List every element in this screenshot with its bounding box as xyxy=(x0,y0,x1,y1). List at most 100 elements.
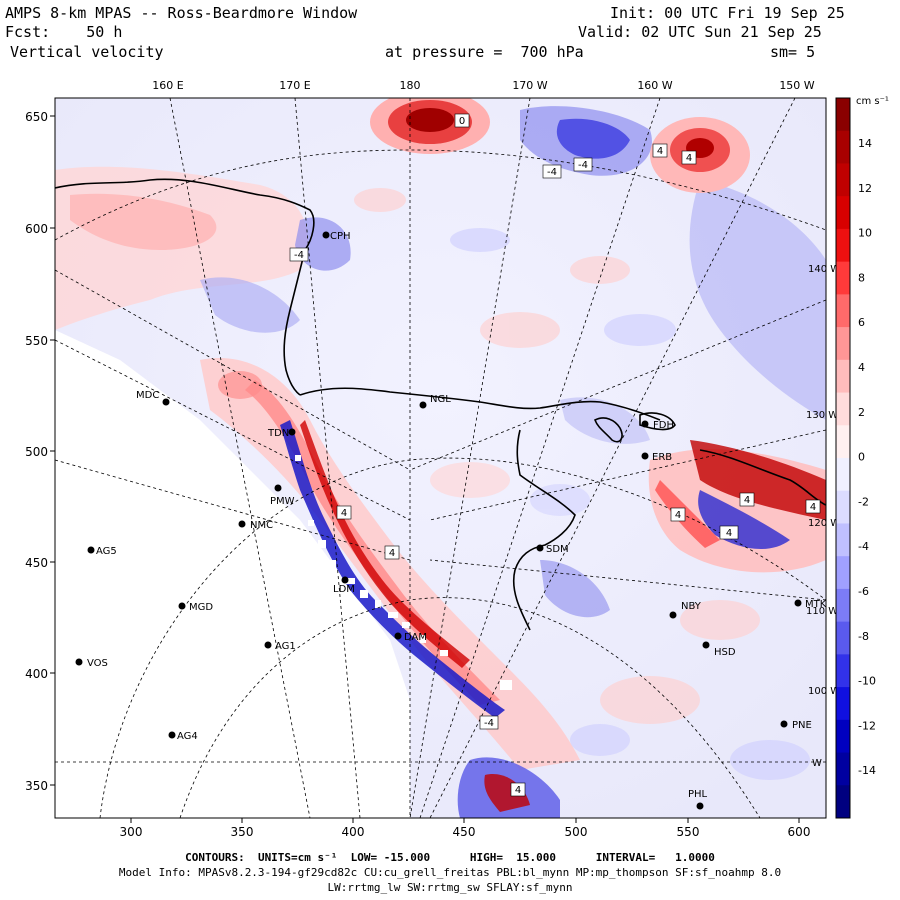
station-label: AG1 xyxy=(275,641,296,652)
meridian-label: 100 W xyxy=(808,686,840,697)
contours-info: CONTOURS: UNITS=cm s⁻¹ LOW= -15.000 HIGH… xyxy=(185,851,715,864)
lon-label: 160 E xyxy=(152,79,183,92)
colorbar-labels: 14 12 10 8 6 4 2 0 -2 -4 -6 -8 -10 -12 -14 xyxy=(858,137,876,777)
station-label: ERB xyxy=(652,452,672,463)
contour-label: 4 xyxy=(657,146,663,157)
colorbar-swatch xyxy=(836,261,850,295)
colorbar-swatch xyxy=(836,719,850,754)
colorbar-label: 4 xyxy=(858,361,865,374)
title-line: AMPS 8-km MPAS -- Ross-Beardmore Window xyxy=(5,4,358,22)
contour-label: 4 xyxy=(744,495,750,506)
colorbar-swatch xyxy=(836,228,850,263)
x-tick-label: 450 xyxy=(453,825,476,839)
contour-label: -4 xyxy=(547,167,557,178)
station-label: MDC xyxy=(136,390,159,401)
station-label: LDM xyxy=(333,584,355,595)
y-axis: 650 600 550 500 450 400 350 xyxy=(25,110,55,793)
colorbar-units: cm s⁻¹ xyxy=(856,96,889,107)
colorbar-swatch xyxy=(836,130,850,164)
y-tick-label: 650 xyxy=(25,110,48,124)
x-tick-label: 500 xyxy=(565,825,588,839)
station-label: NMC xyxy=(250,520,273,531)
pressure-level: at pressure = 700 hPa xyxy=(385,43,584,61)
colorbar-swatch xyxy=(836,163,850,197)
contour-label: 4 xyxy=(675,510,681,521)
y-tick-label: 350 xyxy=(25,779,48,793)
contour-label: -4 xyxy=(484,718,494,729)
model-info: Model Info: MPASv8.2.3-194-gf29cd82c CU:… xyxy=(118,866,782,879)
station-label: FDH xyxy=(653,420,674,431)
y-tick-label: 500 xyxy=(25,445,48,459)
smoothing: sm= 5 xyxy=(770,43,816,61)
meridian-label: 120 W xyxy=(808,518,840,529)
meridian-label: 110 W xyxy=(806,606,838,617)
contour-label: 0 xyxy=(459,116,465,127)
meridian-labels: 140 W 130 W 120 W 110 W 100 W W xyxy=(806,264,840,769)
init-time: Init: 00 UTC Fri 19 Sep 25 xyxy=(610,4,845,22)
colorbar-label: -4 xyxy=(858,540,869,553)
meridian-label: 130 W xyxy=(806,410,838,421)
y-tick-label: 400 xyxy=(25,667,48,681)
colorbar-label: -8 xyxy=(858,630,869,643)
colorbar-label: -2 xyxy=(858,495,869,508)
valid-time: Valid: 02 UTC Sun 21 Sep 25 xyxy=(578,23,822,41)
colorbar-swatch xyxy=(836,392,850,426)
colorbar-label: 10 xyxy=(858,227,872,240)
field-name: Vertical velocity xyxy=(10,43,164,61)
colorbar-swatch xyxy=(836,294,850,328)
colorbar-label: -6 xyxy=(858,585,869,598)
colorbar-swatch xyxy=(836,523,850,557)
y-tick-label: 600 xyxy=(25,222,48,236)
map-plot-area xyxy=(55,98,826,818)
station-label: NGL xyxy=(430,394,451,405)
colorbar-swatch xyxy=(836,490,850,524)
colorbar-swatch xyxy=(836,556,850,590)
station-label: NBY xyxy=(681,601,702,612)
top-longitude-labels: 160 E 170 E 180 170 W 160 W 150 W xyxy=(152,79,815,92)
contour-label: 4 xyxy=(810,502,816,513)
contour-label: 4 xyxy=(389,548,395,559)
x-axis: 300 350 400 450 500 550 600 xyxy=(120,818,810,839)
colorbar-label: 2 xyxy=(858,406,865,419)
contour-label: 4 xyxy=(515,785,521,796)
colorbar-label: -10 xyxy=(858,675,876,688)
contour-label: 4 xyxy=(726,528,732,539)
contour-labels: 0 -4 -4 4 4 4 4 4 4 4 4 -4 4 -4 xyxy=(289,113,821,797)
station-label: PHL xyxy=(688,789,708,800)
colorbar-label: -14 xyxy=(858,764,876,777)
forecast-hour: Fcst: 50 h xyxy=(5,23,123,41)
lon-label: 150 W xyxy=(779,79,814,92)
model-info-2: LW:rrtmg_lw SW:rrtmg_sw SFLAY:sf_mynn xyxy=(327,881,573,894)
meridian-label: 140 W xyxy=(808,264,840,275)
colorbar-swatch xyxy=(836,621,850,655)
map-figure: 160 E 170 E 180 170 W 160 W 150 W xyxy=(25,79,889,839)
station-label: VOS xyxy=(87,658,108,669)
contour-label: 4 xyxy=(686,153,692,164)
colorbar-label: 12 xyxy=(858,182,872,195)
station-label: MGD xyxy=(189,602,213,613)
colorbar xyxy=(835,97,851,819)
colorbar-label: 6 xyxy=(858,316,865,329)
colorbar-swatch xyxy=(836,425,850,459)
contour-label: -4 xyxy=(578,160,588,171)
station-label: CPH xyxy=(330,231,351,242)
station-label: AG5 xyxy=(96,546,117,557)
y-tick-label: 550 xyxy=(25,334,48,348)
colorbar-swatch xyxy=(836,588,850,623)
contour-label: 4 xyxy=(341,508,347,519)
colorbar-label: -12 xyxy=(858,719,876,732)
station-label: DAM xyxy=(404,632,427,643)
station-label: PMW xyxy=(270,496,295,507)
colorbar-swatch xyxy=(836,654,850,688)
lat-lon-grid xyxy=(55,98,826,818)
colorbar-label: 8 xyxy=(858,271,865,284)
stations: CPH MDC NGL TDN FDH ERB PMW AG5 NMC SDM … xyxy=(75,231,827,810)
colorbar-swatch xyxy=(836,196,850,230)
lon-label: 170 W xyxy=(512,79,547,92)
x-tick-label: 350 xyxy=(231,825,254,839)
colorbar-swatch xyxy=(836,359,850,394)
x-tick-label: 400 xyxy=(342,825,365,839)
station-label: SDM xyxy=(546,544,569,555)
colorbar-swatch xyxy=(836,687,850,721)
map-border xyxy=(54,97,827,819)
